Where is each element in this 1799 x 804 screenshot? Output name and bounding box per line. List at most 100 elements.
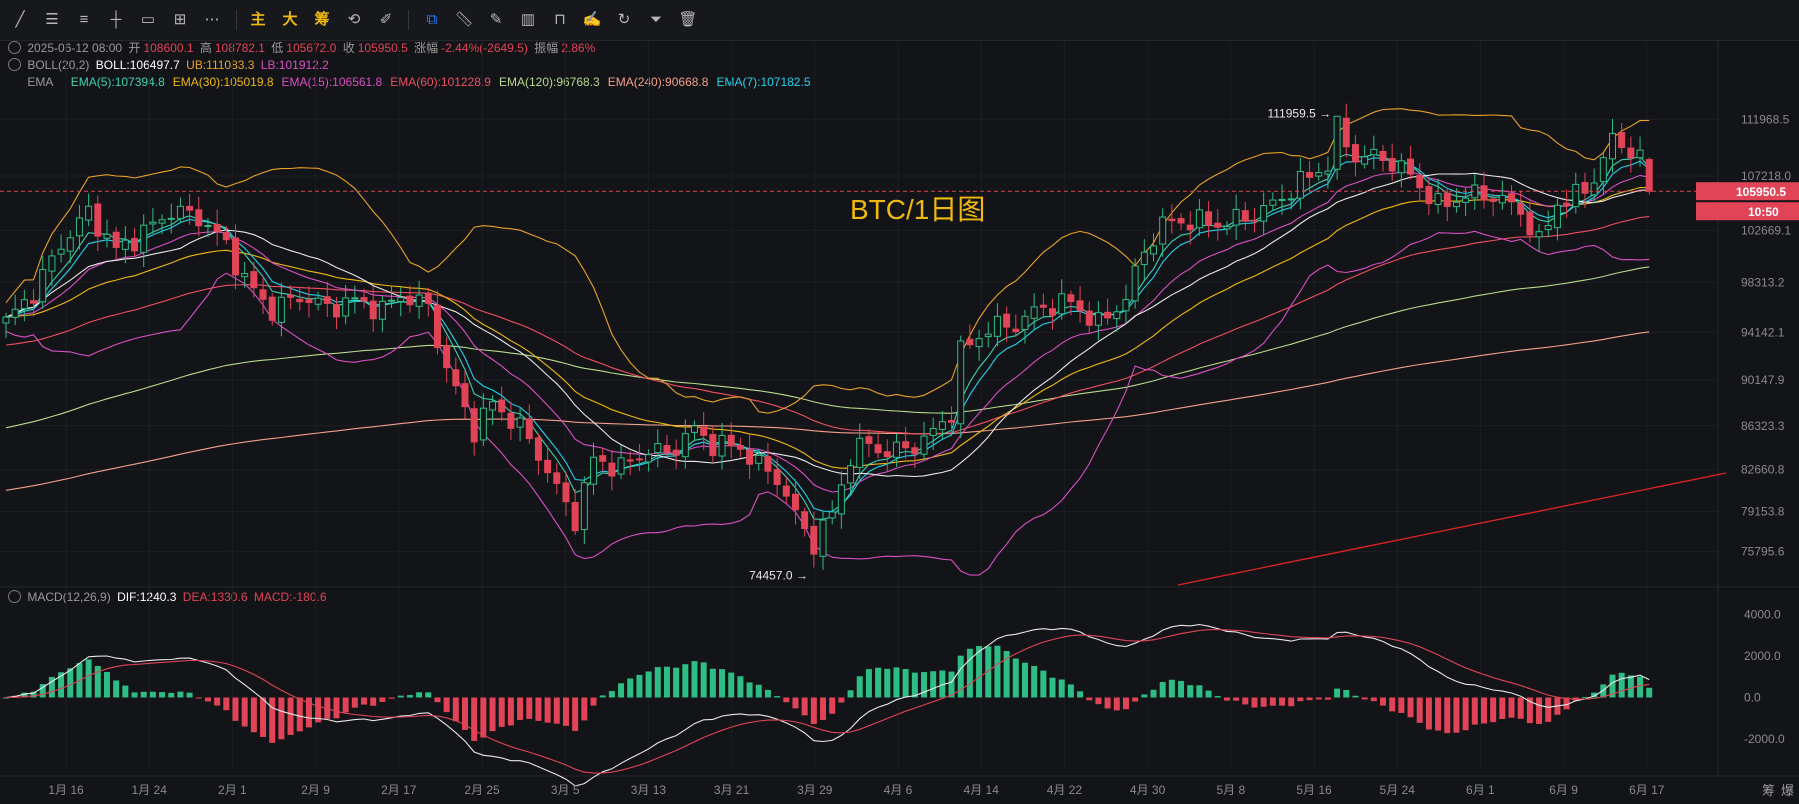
candle-body [892,441,900,458]
lock-icon[interactable]: ⊓ [554,11,566,28]
candle-body [1361,156,1369,165]
candle-body [1058,293,1066,315]
collapse-chevron-icon[interactable] [8,41,21,54]
macd-bar [21,692,28,698]
candle-body [1572,183,1580,208]
more-tools-icon[interactable]: ⋯ [204,11,220,28]
time-tick-label: 2月 1 [218,783,247,797]
brush-icon[interactable]: ✎ [489,11,503,28]
candle-body [1241,210,1249,222]
candle-body [342,297,350,317]
macd-bar [1196,685,1203,698]
macd-bar [1306,697,1313,701]
change-label: 涨幅 [414,41,439,55]
replay-icon[interactable]: ⟲ [347,11,361,28]
candle-style-icon[interactable]: ▥ [520,11,536,28]
candle-body [204,225,212,228]
macd-bar [1205,690,1212,698]
macd-bar [994,645,1001,698]
candle-body [1140,251,1148,265]
candle-body [176,205,184,220]
candle-body [48,255,56,272]
candle-body [498,399,506,413]
candle-body [415,294,423,307]
ema240-line [5,331,1650,491]
delete-icon[interactable]: 🗑︎ [678,11,698,28]
candle-body [1195,209,1203,229]
candle-body [259,289,267,300]
macd-bar [351,697,358,708]
ruler-icon[interactable]: 📏︎ [454,11,474,28]
macd-bar [159,692,166,698]
macd-bar [581,697,588,721]
macd-hist-value: MACD:-180.6 [253,590,327,604]
pen-ruler-icon[interactable]: ✐ [379,11,393,28]
price-tick-label: 75795.6 [1741,545,1785,559]
price-tick-label: 82660.8 [1741,463,1785,477]
macd-bar [1352,695,1359,698]
ema-legend-6: EMA(7):107182.5 [716,75,811,89]
macd-bar [1389,697,1396,712]
sync-icon[interactable]: ↻ [617,11,631,28]
macd-bar [1416,697,1423,723]
candle-body [571,502,579,532]
boll-lb-value: LB:101912.2 [260,58,329,72]
candle-body [112,231,120,248]
price-range-tool-icon[interactable]: ⊞ [173,11,187,28]
macd-bar [1040,670,1047,698]
toolbar-divider [408,10,409,30]
macd-bar [1453,697,1460,733]
macd-bar [875,667,882,698]
macd-bar [1618,672,1625,698]
macd-bar [1398,697,1405,714]
candle-body [1150,245,1157,255]
candle-body [553,472,561,484]
candle-body [424,292,432,304]
macd-bar [204,697,211,702]
candle-body [1489,198,1497,203]
macd-bar [315,697,322,723]
macd-bar [663,666,670,698]
ema-legend-2: EMA(15):106561.8 [281,75,383,89]
macd-name[interactable]: MACD(12,26,9) [27,590,111,604]
candle-body [479,407,487,441]
macd-bar [801,697,808,716]
candle-body [617,457,625,475]
collapse-chevron-icon[interactable] [8,58,21,71]
side-label-liquidation[interactable]: 爆 [1781,783,1795,798]
close-label: 收 [342,41,355,55]
rectangle-tool-icon[interactable]: ▭ [140,11,156,28]
macd-bar [1591,692,1598,698]
trend-line-tool-icon[interactable]: ╱ [15,11,25,28]
macd-bar [1334,688,1341,698]
edit-note-icon[interactable]: ✍ [582,11,602,28]
macd-bar [728,672,735,698]
macd-bar [113,680,120,698]
candle-body [856,437,864,468]
candle-body [654,443,662,454]
magnet-select-icon[interactable]: ⧉ [426,11,438,28]
side-label-chips[interactable]: 筹 [1762,783,1776,798]
macd-bar [1627,675,1634,698]
boll-name[interactable]: BOLL(20,2) [27,58,90,72]
macd-bar [58,672,65,698]
main-indicator-button[interactable]: 主 [250,11,266,28]
macd-bar [489,697,496,732]
ema-info-row: EMA EMA(5):107394.8 EMA(30):105019.8 EMA(1… [8,74,822,90]
filter-icon[interactable]: ⏷ [649,11,662,28]
candle-body [57,248,65,255]
horizontal-ray-tool-icon[interactable]: ☰ [45,11,59,28]
macd-bar [1012,658,1019,698]
candle-body [158,219,166,224]
candle-body [975,338,983,348]
candle-body [1370,148,1378,156]
candle-body [1434,193,1442,206]
collapse-chevron-icon[interactable] [8,590,21,603]
cross-line-tool-icon[interactable]: ┼ [110,11,122,28]
macd-dea-value: DEA:1330.6 [182,590,248,604]
chip-distribution-button[interactable]: 筹 [314,11,330,28]
ema-name[interactable]: EMA [27,75,54,89]
parallel-channel-tool-icon[interactable]: ≡ [79,11,89,28]
big-order-button[interactable]: 大 [282,11,298,28]
